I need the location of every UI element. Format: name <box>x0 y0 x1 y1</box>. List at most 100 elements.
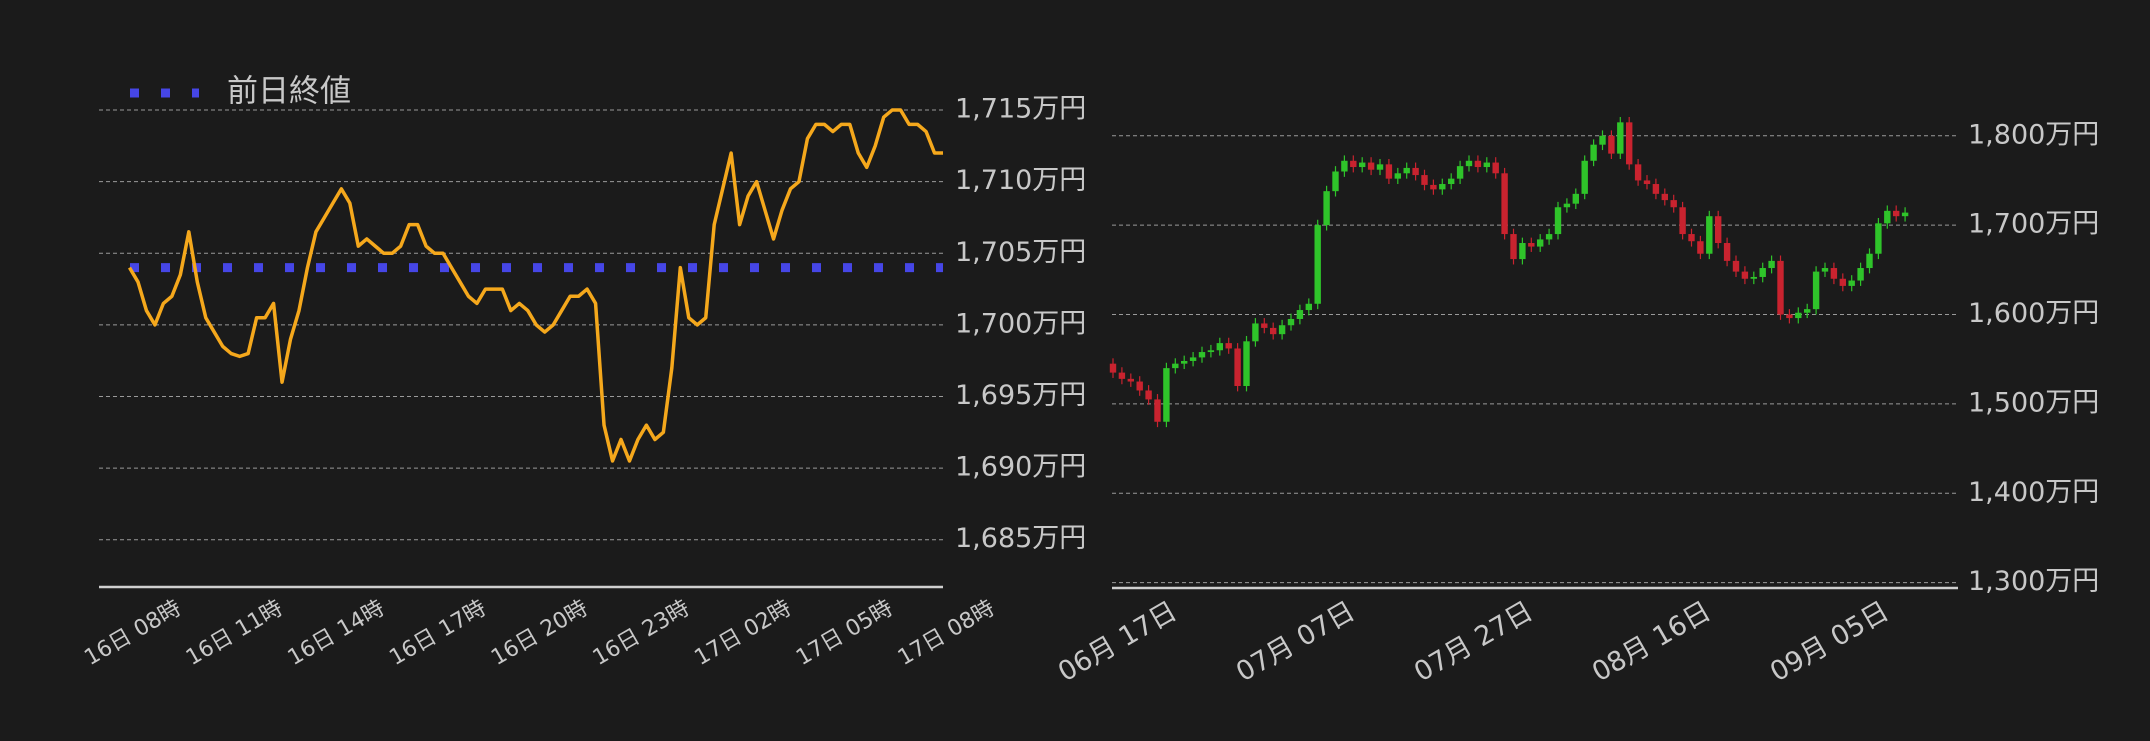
candle-body <box>1207 350 1215 353</box>
candle-body <box>1732 260 1740 272</box>
candle-body <box>1723 243 1731 261</box>
candle-body <box>1715 216 1722 244</box>
candle-body <box>1225 343 1232 349</box>
candle-body <box>1323 191 1330 226</box>
candle-body <box>1545 234 1553 240</box>
candle-body <box>1341 160 1348 172</box>
y-tick-label: 1,710万円 <box>955 165 1086 196</box>
candle-body <box>1261 323 1268 328</box>
candle-body <box>1332 171 1339 192</box>
candle-body <box>1848 280 1855 286</box>
candle-body <box>1804 309 1811 313</box>
candle-body <box>1554 207 1562 235</box>
y-tick-label: 1,690万円 <box>955 452 1086 483</box>
candle-body <box>1830 268 1838 279</box>
candle-body <box>1634 164 1642 181</box>
candle-body <box>1821 268 1829 272</box>
candle-body <box>1884 210 1891 224</box>
candle-body <box>1109 363 1117 373</box>
candle-body <box>1403 167 1410 174</box>
candle-body <box>1652 184 1660 194</box>
y-tick-label: 1,700万円 <box>1968 209 2099 240</box>
candle-body <box>1270 327 1277 335</box>
candle-body <box>1839 278 1846 286</box>
y-tick-label: 1,600万円 <box>1968 298 2099 329</box>
candle-body <box>1198 352 1206 358</box>
candle-body <box>1305 303 1312 311</box>
candle-body <box>1448 178 1455 185</box>
y-tick-label: 1,685万円 <box>955 523 1086 554</box>
candle-body <box>1136 381 1143 391</box>
candle-body <box>1394 173 1401 179</box>
candle-body <box>1189 357 1197 361</box>
candle-body <box>1572 193 1579 204</box>
candle-body <box>1617 122 1624 154</box>
candle-body <box>1501 173 1508 235</box>
candle-body <box>1857 268 1864 281</box>
candle-body <box>1901 212 1909 217</box>
candle-body <box>1350 160 1357 168</box>
y-tick-label: 1,705万円 <box>955 237 1086 268</box>
candle-body <box>1661 193 1668 201</box>
candle-body <box>1465 160 1473 167</box>
y-tick-label: 1,800万円 <box>1968 119 2099 150</box>
candle-body <box>1172 363 1179 369</box>
candle-body <box>1127 378 1134 382</box>
candle-body <box>1145 390 1152 400</box>
candle-body <box>1563 203 1571 208</box>
candle-body <box>1278 325 1286 335</box>
candle-body <box>1608 135 1615 154</box>
candle-body <box>1528 243 1535 247</box>
candle-body <box>1812 271 1820 310</box>
candle-body <box>1875 223 1882 254</box>
candle-body <box>1367 162 1375 170</box>
candle-body <box>1795 312 1802 319</box>
candle-body <box>1234 348 1241 387</box>
legend-label: 前日終値 <box>227 74 351 110</box>
candle-body <box>1759 268 1766 277</box>
candle-body <box>1519 243 1526 260</box>
candle-body <box>1741 271 1749 279</box>
y-tick-label: 1,300万円 <box>1968 566 2099 597</box>
candle-body <box>1296 310 1304 319</box>
candle-body <box>1181 360 1188 364</box>
candle-body <box>1768 260 1775 269</box>
candle-body <box>1866 253 1873 269</box>
candle-body <box>1581 160 1588 194</box>
candle-body <box>1376 164 1384 170</box>
candle-body <box>1456 166 1464 179</box>
candle-body <box>1670 200 1677 208</box>
candle-body <box>1697 241 1704 254</box>
candle-body <box>1216 343 1223 351</box>
candle-body <box>1599 135 1606 145</box>
candle-body <box>1421 175 1428 185</box>
candle-body <box>1243 341 1250 387</box>
y-tick-label: 1,695万円 <box>955 380 1086 411</box>
candle-body <box>1439 184 1446 190</box>
candle-body <box>1590 144 1597 161</box>
candle-body <box>1510 234 1517 260</box>
candle-body <box>1474 160 1482 168</box>
y-tick-label: 1,700万円 <box>955 308 1086 339</box>
candle-body <box>1643 180 1651 185</box>
candle-body <box>1679 207 1686 235</box>
candle-body <box>1777 260 1784 315</box>
candle-body <box>1314 225 1321 304</box>
y-tick-label: 1,500万円 <box>1968 387 2099 418</box>
candle-body <box>1252 323 1259 342</box>
candle-body <box>1893 210 1900 217</box>
candle-body <box>1430 184 1437 190</box>
y-tick-label: 1,400万円 <box>1968 477 2099 508</box>
candle-body <box>1118 372 1126 379</box>
candle-body <box>1154 399 1161 422</box>
candle-body <box>1287 318 1295 326</box>
y-tick-label: 1,715万円 <box>955 94 1086 125</box>
candle-body <box>1359 162 1366 168</box>
price-line <box>128 108 943 463</box>
candle-body <box>1412 167 1419 176</box>
candle-body <box>1537 239 1544 247</box>
candle-body <box>1163 368 1170 422</box>
candle-body <box>1750 276 1757 279</box>
